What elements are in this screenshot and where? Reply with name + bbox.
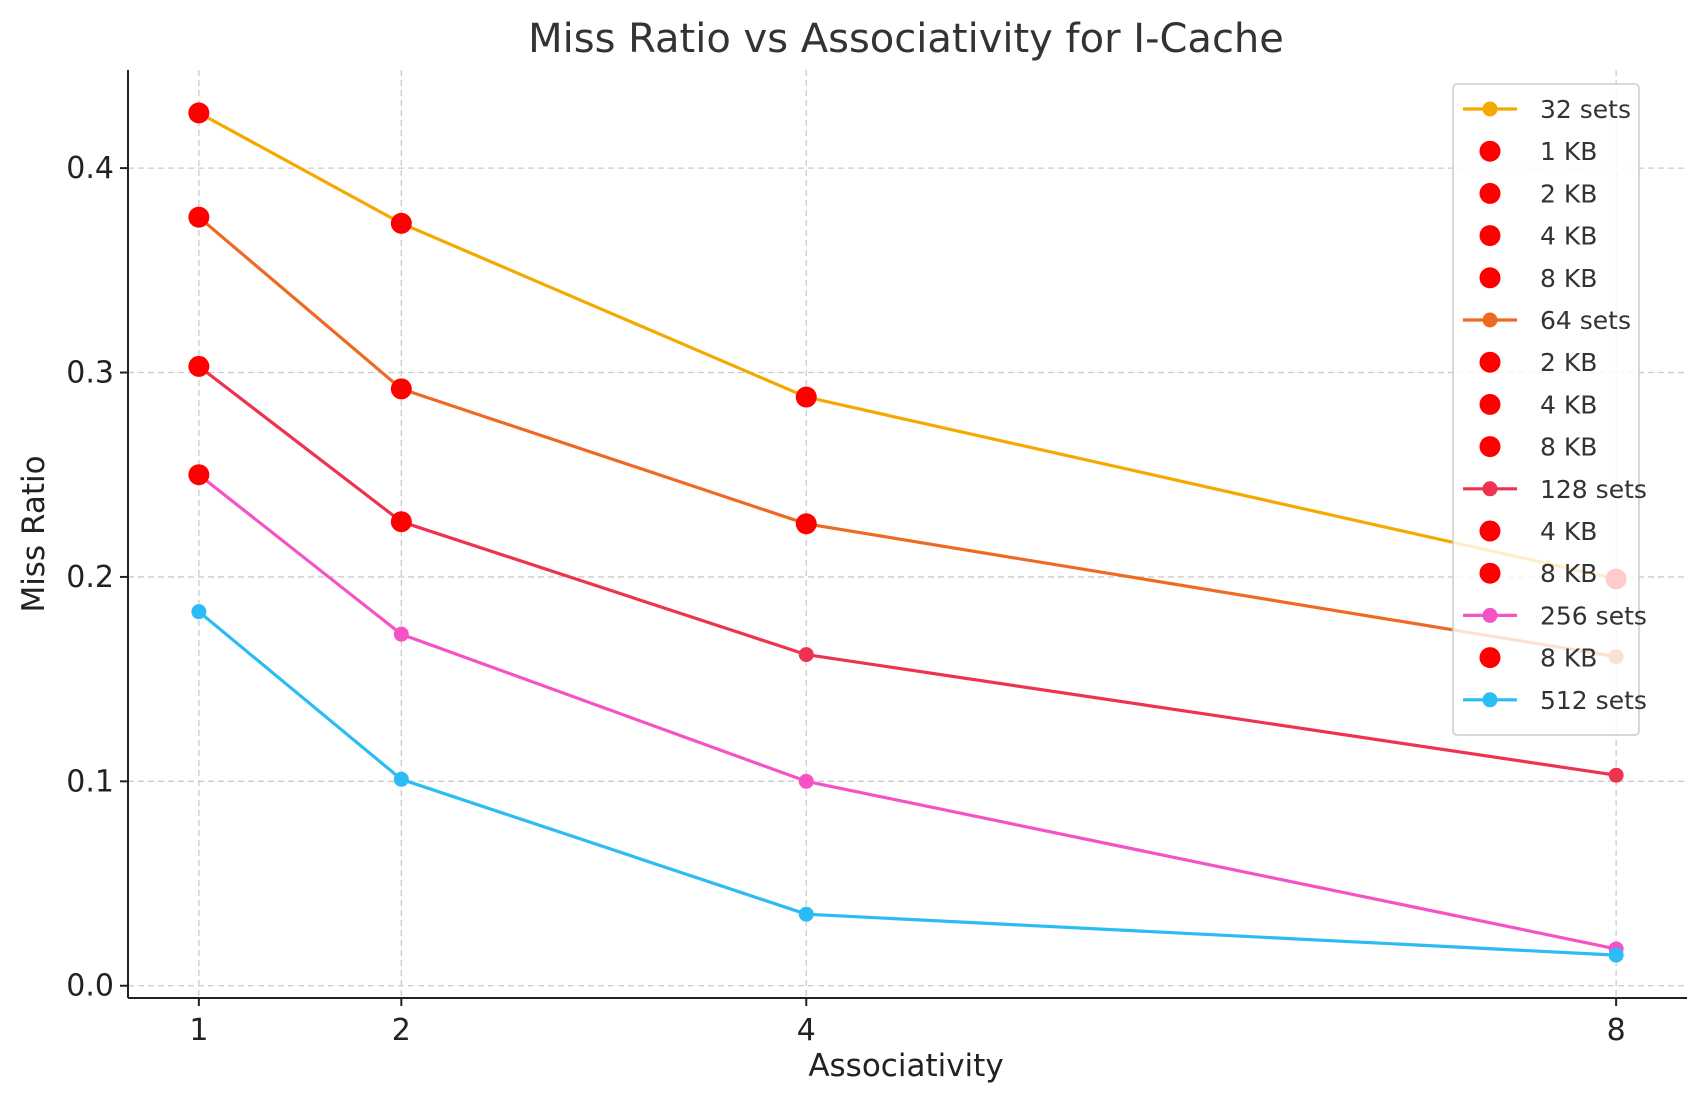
- legend-marker-swatch: [1482, 692, 1498, 708]
- legend-item: 4 KB: [1479, 517, 1597, 546]
- series-line: [197, 610, 1618, 957]
- chart-title: Miss Ratio vs Associativity for I-Cache: [528, 16, 1284, 62]
- legend-item: 256 sets: [1463, 601, 1647, 630]
- cache-size-point: [390, 212, 412, 234]
- legend-item: 512 sets: [1463, 686, 1647, 715]
- legend-label: 512 sets: [1540, 686, 1647, 715]
- legend-dot-swatch: [1479, 647, 1501, 669]
- legend-label: 8 KB: [1540, 644, 1597, 673]
- series-point: [393, 626, 409, 642]
- legend-label: 8 KB: [1540, 264, 1597, 293]
- legend-item: 128 sets: [1463, 475, 1647, 504]
- legend: 32 sets 1 KB 2 KB 4 KB 8 KB 64 sets 2 KB 4 KB 8 …: [1452, 83, 1647, 736]
- legend-label: 4 KB: [1540, 390, 1597, 419]
- legend-dot-swatch: [1479, 225, 1501, 247]
- legend-dot-swatch: [1479, 436, 1501, 458]
- series-point: [798, 906, 814, 922]
- legend-item: 1 KB: [1479, 137, 1597, 166]
- x-tick-label: 2: [392, 1013, 411, 1048]
- x-tick-label: 1: [189, 1013, 208, 1048]
- legend-dot-swatch: [1479, 351, 1501, 373]
- series-line: [197, 215, 1618, 659]
- cache-size-point: [188, 206, 210, 228]
- legend-label: 4 KB: [1540, 517, 1597, 546]
- legend-marker-swatch: [1482, 101, 1498, 117]
- y-tick-label: 0.1: [66, 764, 114, 799]
- legend-dot-swatch: [1479, 140, 1501, 162]
- series-line: [197, 111, 1618, 581]
- legend-item: 8 KB: [1479, 559, 1597, 588]
- series-point: [1608, 767, 1624, 783]
- highlight-layer: [188, 102, 1627, 590]
- legend-marker-swatch: [1482, 481, 1498, 497]
- legend-item: 2 KB: [1479, 348, 1597, 377]
- legend-item: 64 sets: [1463, 306, 1631, 335]
- legend-item: 8 KB: [1479, 264, 1597, 293]
- legend-dot-swatch: [1479, 393, 1501, 415]
- y-axis-label: Miss Ratio: [16, 455, 52, 612]
- cache-size-point: [390, 378, 412, 400]
- legend-label: 2 KB: [1540, 179, 1597, 208]
- legend-dot-swatch: [1479, 520, 1501, 542]
- series-point: [798, 647, 814, 663]
- cache-size-point: [188, 464, 210, 486]
- legend-item: 4 KB: [1479, 390, 1597, 419]
- x-tick-label: 8: [1607, 1013, 1626, 1048]
- series-point: [798, 773, 814, 789]
- legend-label: 256 sets: [1540, 601, 1647, 630]
- y-tick-label: 0.4: [66, 151, 114, 186]
- series-line: [197, 364, 1618, 777]
- legend-label: 128 sets: [1540, 475, 1647, 504]
- legend-item: 4 KB: [1479, 222, 1597, 251]
- cache-size-point: [188, 102, 210, 124]
- y-tick-label: 0.3: [66, 356, 114, 391]
- legend-label: 4 KB: [1540, 222, 1597, 251]
- x-tick-label: 4: [797, 1013, 816, 1048]
- cache-size-point: [795, 513, 817, 535]
- axes-layer: 1 2 4 8 0.0 0.1 0.2 0.3 0.4: [66, 70, 1687, 1048]
- legend-marker-swatch: [1482, 607, 1498, 623]
- series-line: [197, 473, 1618, 951]
- series-layer: [191, 105, 1624, 963]
- cache-size-point: [795, 386, 817, 408]
- legend-item: 8 KB: [1479, 433, 1597, 462]
- x-axis-label: Associativity: [808, 1048, 1003, 1084]
- legend-label: 64 sets: [1540, 306, 1631, 335]
- legend-dot-swatch: [1479, 562, 1501, 584]
- legend-item: 2 KB: [1479, 179, 1597, 208]
- legend-label: 32 sets: [1540, 95, 1631, 124]
- cache-size-point: [390, 511, 412, 533]
- legend-item: 8 KB: [1479, 644, 1597, 673]
- series-point: [191, 604, 207, 620]
- legend-label: 1 KB: [1540, 137, 1597, 166]
- legend-label: 8 KB: [1540, 433, 1597, 462]
- series-point: [1608, 947, 1624, 963]
- legend-label: 8 KB: [1540, 559, 1597, 588]
- y-tick-label: 0.2: [66, 560, 114, 595]
- series-point: [393, 771, 409, 787]
- y-tick-label: 0.0: [66, 969, 114, 1004]
- legend-label: 2 KB: [1540, 348, 1597, 377]
- legend-dot-swatch: [1479, 182, 1501, 204]
- legend-marker-swatch: [1482, 312, 1498, 328]
- legend-dot-swatch: [1479, 267, 1501, 289]
- legend-item: 32 sets: [1463, 95, 1631, 124]
- cache-size-point: [188, 355, 210, 377]
